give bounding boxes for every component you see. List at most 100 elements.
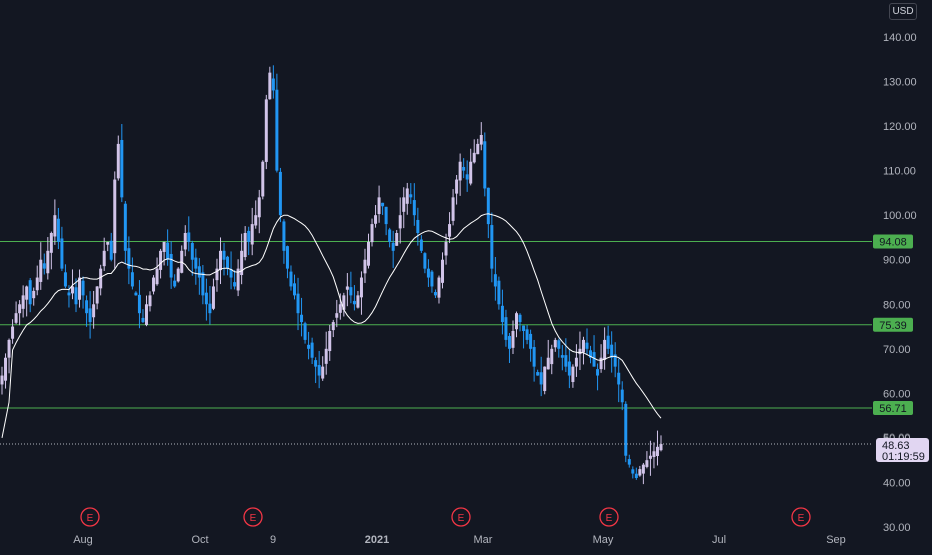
- candle: [557, 338, 561, 358]
- candle: [226, 255, 230, 276]
- candle-body: [405, 188, 409, 204]
- candle-body: [176, 268, 180, 282]
- candle-body: [444, 241, 448, 256]
- earnings-marker[interactable]: E: [599, 507, 619, 527]
- candle: [335, 299, 339, 328]
- candle-body: [261, 161, 265, 197]
- candle-body: [567, 361, 571, 376]
- candle: [331, 319, 335, 338]
- candle: [416, 207, 420, 246]
- candle: [546, 339, 550, 370]
- candle: [183, 225, 187, 257]
- candle: [296, 277, 300, 331]
- candle: [352, 285, 356, 311]
- candle: [120, 124, 124, 203]
- candle: [423, 252, 427, 274]
- candle-body: [197, 266, 201, 278]
- candle: [437, 275, 441, 304]
- candle-body: [303, 323, 307, 340]
- candle-body: [437, 277, 441, 298]
- candle-body: [359, 277, 363, 298]
- candle-body: [441, 259, 445, 283]
- candle: [53, 199, 57, 245]
- candle: [652, 442, 656, 469]
- price-tick-label: 40.00: [883, 477, 911, 489]
- candle: [134, 291, 138, 296]
- price-tick-label: 140.00: [883, 32, 917, 44]
- candle-body: [388, 229, 392, 242]
- candle: [261, 160, 265, 200]
- price-tick-label: 30.00: [883, 522, 911, 534]
- candle-body: [504, 317, 508, 340]
- earnings-marker[interactable]: E: [791, 507, 811, 527]
- candle-body: [264, 99, 268, 162]
- candle-body: [148, 295, 152, 307]
- candle-body: [208, 303, 212, 314]
- candle: [247, 226, 251, 256]
- candle-body: [634, 473, 638, 478]
- candle-body: [500, 305, 504, 323]
- earnings-marker[interactable]: E: [80, 507, 100, 527]
- candle-body: [497, 280, 501, 305]
- candle: [592, 335, 596, 367]
- candle-body: [233, 282, 237, 287]
- candle: [430, 270, 434, 293]
- candle: [144, 295, 148, 327]
- time-tick-label: Aug: [73, 534, 93, 546]
- candle-body: [543, 366, 547, 392]
- candle-body: [338, 304, 342, 313]
- candle-body: [613, 354, 617, 367]
- candle-body: [116, 143, 120, 179]
- currency-badge[interactable]: USD: [889, 3, 917, 20]
- candle-body: [581, 339, 585, 353]
- candle: [236, 259, 240, 297]
- candle: [123, 200, 127, 264]
- candle-body: [490, 225, 494, 269]
- candle-body: [127, 248, 131, 269]
- level-tag-bg: [873, 234, 913, 249]
- candle-body: [574, 357, 578, 367]
- candle-body: [278, 171, 282, 216]
- candle-body: [49, 233, 53, 253]
- candle-body: [342, 295, 346, 310]
- earnings-marker-circle: [791, 507, 811, 527]
- earnings-marker[interactable]: E: [451, 507, 471, 527]
- candle: [567, 349, 571, 389]
- candle-body: [493, 274, 497, 287]
- candle-body: [194, 257, 198, 269]
- candle-body: [596, 369, 600, 376]
- candle: [472, 139, 476, 164]
- candle-body: [638, 469, 642, 476]
- candle: [536, 369, 540, 376]
- candle: [634, 467, 638, 480]
- candle: [486, 187, 490, 239]
- earnings-marker-label: E: [606, 513, 613, 524]
- candle-body: [134, 292, 138, 296]
- candle-body: [254, 215, 258, 226]
- candle: [518, 313, 522, 332]
- candle: [525, 324, 529, 345]
- candle: [70, 269, 74, 300]
- candle-body: [229, 269, 233, 278]
- price-tick-label: 110.00: [883, 166, 916, 178]
- candle: [451, 189, 455, 226]
- level-price-tag: 75.39: [873, 317, 913, 332]
- candle-body: [560, 355, 564, 358]
- candle: [49, 231, 53, 270]
- price-tick-label: 120.00: [883, 121, 917, 133]
- candle: [166, 229, 170, 266]
- candle-body: [70, 286, 74, 294]
- candle-body: [257, 197, 261, 218]
- earnings-marker[interactable]: E: [243, 507, 263, 527]
- candle-body: [391, 242, 395, 251]
- candle: [148, 291, 152, 312]
- candle: [377, 185, 381, 223]
- candle-body: [384, 206, 388, 225]
- time-tick-label: Oct: [191, 534, 208, 546]
- candle: [511, 320, 515, 354]
- time-axis: Aug Oct 9 2021 Mar May Jul Sep: [73, 534, 846, 546]
